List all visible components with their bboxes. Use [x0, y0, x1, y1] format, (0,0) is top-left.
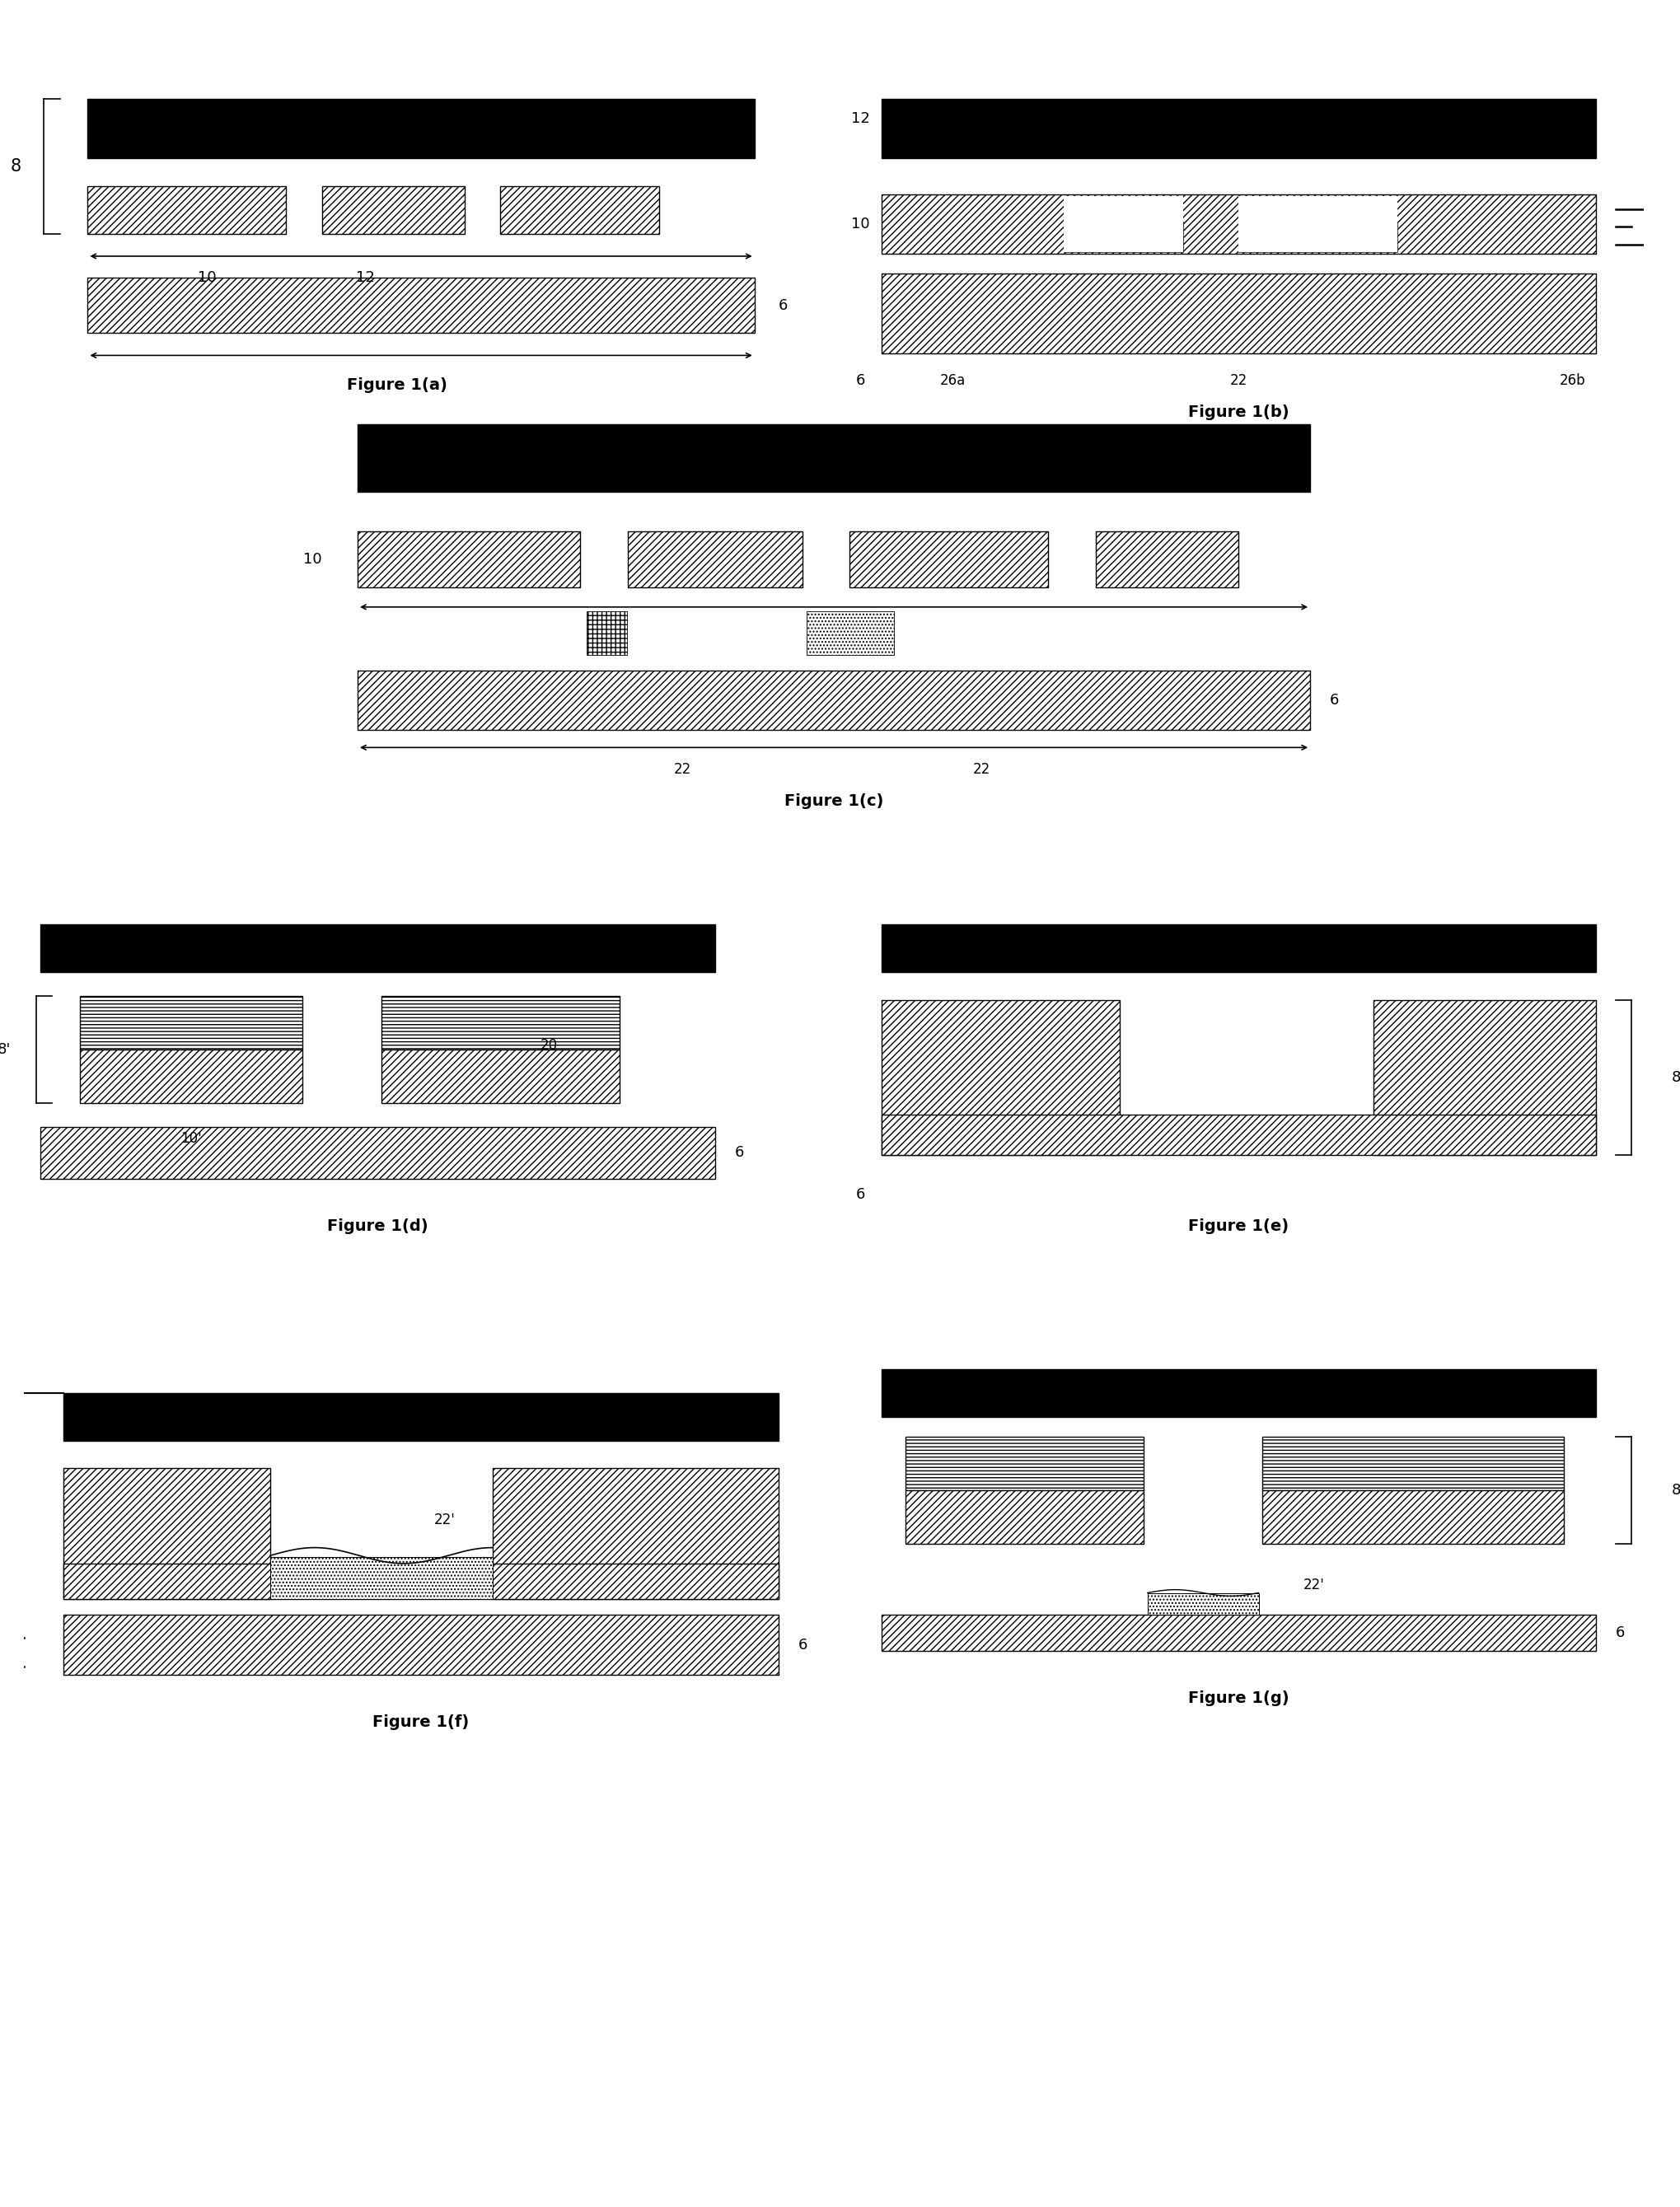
Bar — [1095, 532, 1238, 587]
Bar — [40, 925, 714, 971]
Text: Figure 1(a): Figure 1(a) — [346, 377, 447, 393]
Bar — [880, 1368, 1596, 1417]
Text: 26b: 26b — [1559, 373, 1584, 388]
Text: 8': 8' — [1670, 1483, 1680, 1499]
Text: 6: 6 — [734, 1145, 744, 1161]
Bar — [358, 532, 580, 587]
Bar — [1063, 196, 1183, 252]
Bar — [880, 1000, 1119, 1154]
Bar — [64, 1616, 778, 1675]
Bar — [1262, 1490, 1564, 1543]
Text: 22: 22 — [674, 761, 690, 777]
Text: 8': 8' — [0, 1042, 12, 1057]
Text: Figure 1(f): Figure 1(f) — [373, 1715, 469, 1730]
Bar — [79, 995, 302, 1051]
Bar — [381, 995, 620, 1051]
Text: 12': 12' — [370, 1393, 393, 1408]
Text: Figure 1(e): Figure 1(e) — [1188, 1218, 1289, 1234]
Text: Figure 1(c): Figure 1(c) — [785, 795, 884, 810]
Bar — [64, 1563, 778, 1600]
Bar — [906, 1437, 1142, 1490]
Bar — [1238, 196, 1396, 252]
Bar — [627, 532, 801, 587]
Bar — [1238, 221, 1396, 252]
Bar — [501, 185, 659, 234]
Text: 20: 20 — [539, 1037, 558, 1053]
Text: 10: 10 — [850, 216, 869, 232]
Bar — [850, 532, 1048, 587]
Text: 12': 12' — [1305, 925, 1329, 940]
Bar — [358, 671, 1309, 731]
Text: 6: 6 — [855, 373, 865, 388]
Text: 10: 10 — [197, 269, 217, 285]
Bar — [40, 1128, 714, 1179]
Bar — [1147, 1593, 1258, 1616]
Text: 8: 8 — [10, 159, 22, 174]
Bar — [87, 185, 286, 234]
Bar — [1262, 1437, 1564, 1490]
Text: 22': 22' — [433, 1512, 455, 1527]
Bar — [64, 1393, 778, 1441]
Bar — [906, 1490, 1142, 1543]
Text: Figure 1(b): Figure 1(b) — [1188, 404, 1289, 419]
Text: 22: 22 — [1230, 373, 1247, 388]
Bar — [64, 1468, 270, 1600]
Text: 12: 12 — [850, 110, 869, 126]
Text: 12': 12' — [104, 925, 126, 940]
Text: 6: 6 — [1614, 1627, 1625, 1640]
Bar — [381, 1051, 620, 1104]
Text: 26a: 26a — [939, 373, 966, 388]
Text: 6: 6 — [855, 1187, 865, 1203]
Bar — [880, 99, 1596, 159]
Text: 10: 10 — [302, 552, 321, 567]
Text: 6: 6 — [1329, 693, 1339, 708]
Bar — [270, 1558, 492, 1600]
Bar — [1373, 1000, 1596, 1154]
Bar — [87, 278, 754, 333]
Text: 22: 22 — [973, 761, 990, 777]
Bar — [586, 611, 627, 655]
Bar — [880, 1616, 1596, 1651]
Bar — [880, 194, 1596, 254]
Bar — [1063, 221, 1183, 252]
Text: 6: 6 — [778, 298, 788, 313]
Text: 8': 8' — [1670, 1070, 1680, 1084]
Text: 12: 12 — [785, 433, 803, 448]
Text: 6: 6 — [798, 1638, 806, 1653]
Text: Figure 1(d): Figure 1(d) — [326, 1218, 428, 1234]
Text: 22': 22' — [1304, 1578, 1324, 1591]
Bar — [880, 274, 1596, 353]
Text: 12: 12 — [356, 269, 375, 285]
Bar — [79, 1051, 302, 1104]
Bar — [321, 185, 464, 234]
Bar — [492, 1468, 778, 1600]
Text: Figure 1(g): Figure 1(g) — [1188, 1691, 1289, 1706]
Bar — [358, 424, 1309, 492]
Bar — [880, 925, 1596, 971]
Text: 10': 10' — [180, 1132, 202, 1145]
Bar — [806, 611, 894, 655]
Bar — [880, 1115, 1596, 1154]
Bar — [87, 99, 754, 159]
